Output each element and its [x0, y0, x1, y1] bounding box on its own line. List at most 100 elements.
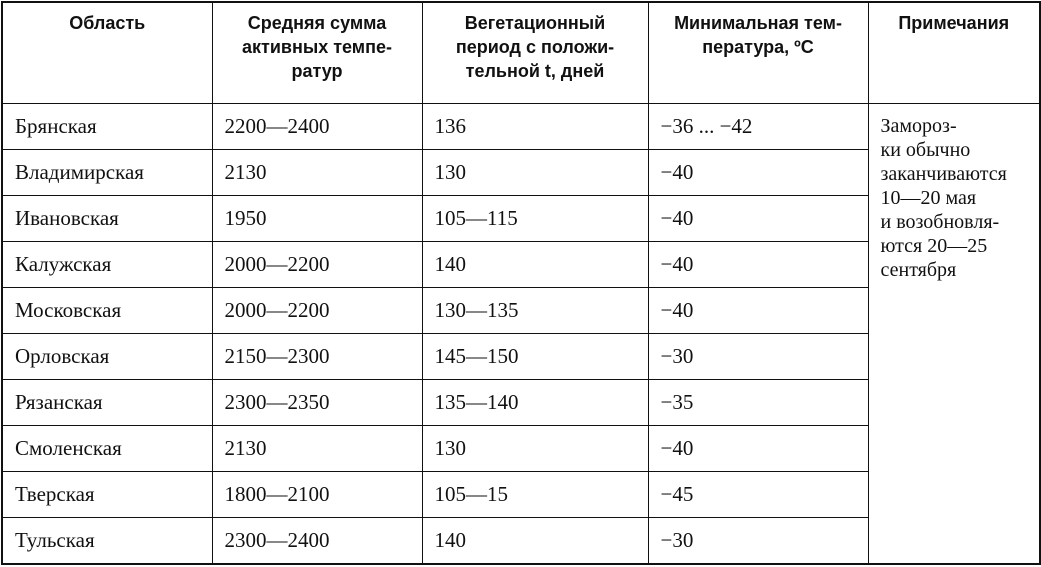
cell-text: 145—150: [434, 344, 519, 368]
table-cell: 140: [421, 241, 649, 288]
note-text: ки обычно: [880, 139, 971, 161]
cell-text: −40: [660, 206, 694, 230]
cell-text: −40: [660, 160, 694, 184]
cell-text: 2130: [224, 436, 267, 460]
table-cell: Смоленская: [1, 425, 213, 472]
cell-text: Владимирская: [15, 160, 144, 184]
note-cell: Замороз-ки обычно заканчиваются 10—20 мая и…: [867, 103, 1041, 565]
cell-text: −40: [660, 298, 694, 322]
cell-text: −40: [660, 436, 694, 460]
header-row: Область Средняя сумма активных темпе-ратур…: [1, 1, 1041, 104]
table-cell: 130—135: [421, 287, 649, 334]
table-cell: Калужская: [1, 241, 213, 288]
table-cell: Брянская: [1, 103, 213, 150]
header-cell: Вегетационный период с положи-тельной t, …: [421, 1, 649, 104]
table-cell: 2300—2400: [211, 517, 423, 565]
table-cell: Московская: [1, 287, 213, 334]
cell-text: 2130: [224, 160, 267, 184]
cell-text: Московская: [15, 298, 122, 322]
cell-text: −40: [660, 252, 694, 276]
table-row: Брянская 2200—2400 136 −36 ... −42 Замороз-к…: [1, 103, 1041, 565]
table-cell: Рязанская: [1, 379, 213, 426]
header-text: Примечания: [898, 13, 1010, 33]
table-cell: 130: [421, 425, 649, 472]
header-text: тельной t, дней: [465, 61, 605, 81]
header-text: пература, ºС: [702, 37, 814, 57]
note-text: Замороз-: [880, 115, 957, 137]
table-cell: 105—15: [421, 471, 649, 518]
cell-text: Ивановская: [15, 206, 119, 230]
table-cell: −40: [647, 195, 869, 242]
cell-text: Рязанская: [15, 390, 103, 414]
table-cell: 140: [421, 517, 649, 565]
table-row: Смоленская 2130 130 −40: [1, 425, 1040, 472]
cell-text: 2300—2400: [224, 528, 330, 552]
table-cell: 135—140: [421, 379, 649, 426]
header-text: период с положи-: [455, 37, 615, 57]
table-cell: 2130: [211, 425, 423, 472]
table-row: Орловская 2150—2300 145—150 −30: [1, 333, 1040, 380]
table-cell: 145—150: [421, 333, 649, 380]
header-text: Средняя сумма: [247, 13, 387, 33]
header-text: Область: [69, 13, 146, 33]
cell-text: −30: [660, 528, 694, 552]
cell-text: 2000—2200: [224, 252, 330, 276]
cell-text: 1950: [224, 206, 267, 230]
cell-text: 105—115: [434, 206, 518, 230]
cell-text: Тульская: [15, 528, 95, 552]
header-text: ратур: [291, 61, 343, 81]
cell-text: 2150—2300: [224, 344, 330, 368]
header-text: активных темпе-: [241, 37, 392, 57]
cell-text: 140: [434, 528, 467, 552]
table-cell: −40: [647, 425, 869, 472]
header-cell: Примечания: [867, 1, 1041, 104]
table-row: Калужская 2000—2200 140 −40: [1, 241, 1040, 288]
table-cell: −40: [647, 287, 869, 334]
cell-text: Калужская: [15, 252, 112, 276]
table-cell: −45: [647, 471, 869, 518]
header-cell: Область: [1, 1, 213, 104]
note-text: 10—20 мая: [880, 187, 977, 209]
cell-text: Орловская: [15, 344, 110, 368]
cell-text: 2300—2350: [224, 390, 330, 414]
table-cell: −36 ... −42: [647, 103, 869, 150]
table-row: Тверская 1800—2100 105—15 −45: [1, 471, 1040, 518]
cell-text: Брянская: [15, 114, 97, 138]
table-cell: −35: [647, 379, 869, 426]
table-cell: 1800—2100: [211, 471, 423, 518]
table-head: Область Средняя сумма активных темпе-ратур…: [1, 1, 1041, 104]
cell-text: 140: [434, 252, 467, 276]
table-cell: −30: [647, 517, 869, 565]
header-cell: Средняя сумма активных темпе-ратур: [211, 1, 423, 104]
table-cell: 2150—2300: [211, 333, 423, 380]
note-text: и возобновля-: [880, 211, 1000, 233]
table-row: Московская 2000—2200 130—135 −40: [1, 287, 1040, 334]
note-text: сентября: [880, 259, 957, 281]
cell-text: Тверская: [15, 482, 95, 506]
cell-text: 136: [434, 114, 467, 138]
header-text: Вегетационный: [464, 13, 606, 33]
table-cell: Ивановская: [1, 195, 213, 242]
cell-text: −45: [660, 482, 694, 506]
note-text: заканчиваются: [880, 163, 1007, 185]
table-cell: 2300—2350: [211, 379, 423, 426]
table-cell: 2200—2400: [211, 103, 423, 150]
table-cell: Тульская: [1, 517, 213, 565]
table-cell: Владимирская: [1, 149, 213, 196]
cell-text: −30: [660, 344, 694, 368]
table-cell: 136: [421, 103, 649, 150]
cell-text: 135—140: [434, 390, 519, 414]
table-cell: 1950: [211, 195, 423, 242]
table-row: Тульская 2300—2400 140 −30: [1, 517, 1040, 565]
table-cell: Орловская: [1, 333, 213, 380]
note-text: ются 20—25: [880, 235, 988, 257]
table-cell: Тверская: [1, 471, 213, 518]
cell-text: 2000—2200: [224, 298, 330, 322]
cell-text: −36 ... −42: [660, 114, 753, 138]
table-cell: −40: [647, 149, 869, 196]
table-cell: −30: [647, 333, 869, 380]
table-cell: 2130: [211, 149, 423, 196]
table-cell: 130: [421, 149, 649, 196]
